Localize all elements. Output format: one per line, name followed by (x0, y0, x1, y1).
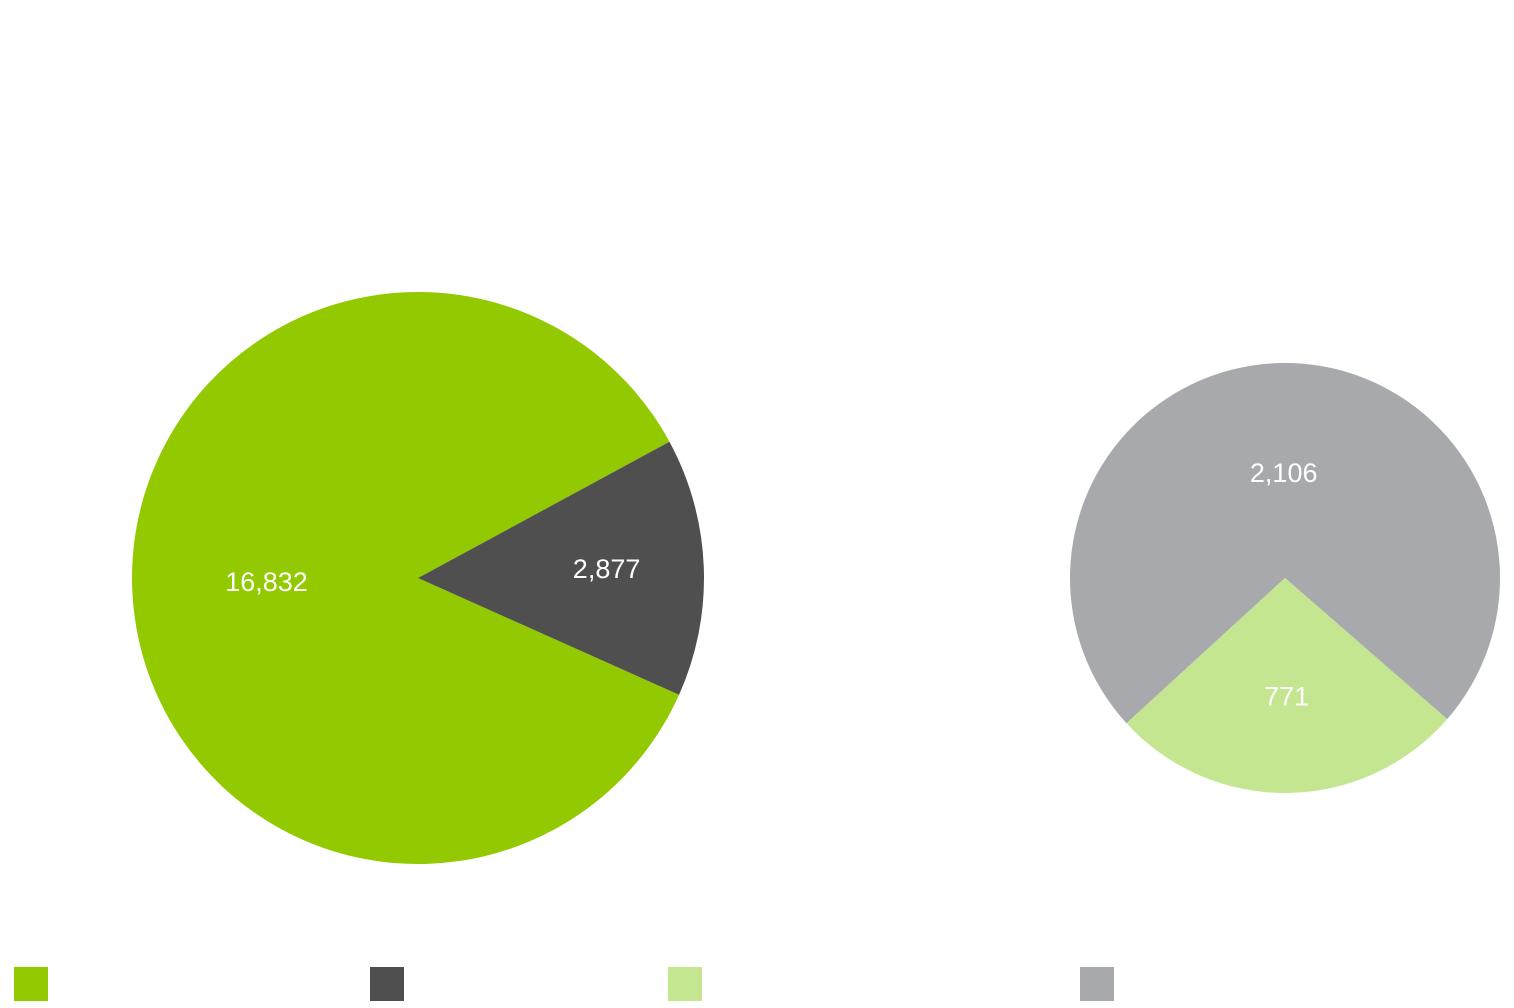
pie-chart-2: 2,106 771 (1070, 362, 1501, 793)
pie-1-slice-2-label: 2,877 (573, 554, 641, 584)
pie-1-slice-1-label: 16,832 (225, 567, 308, 597)
pie-chart-1: 16,832 2,877 (131, 291, 704, 864)
pie-1-slice-1 (131, 291, 680, 864)
pie-2-slice-2 (1126, 578, 1448, 793)
legend-swatch-1 (14, 967, 48, 1001)
legend-swatch-4 (1080, 967, 1114, 1001)
pie-1-slice-2 (418, 441, 704, 695)
legend-swatch-2 (370, 967, 404, 1001)
legend-swatch-3 (668, 967, 702, 1001)
pie-2-slice-1 (1070, 362, 1501, 724)
pie-2-slice-2-label: 771 (1264, 682, 1309, 712)
pie-2-slice-1-label: 2,106 (1250, 458, 1318, 488)
